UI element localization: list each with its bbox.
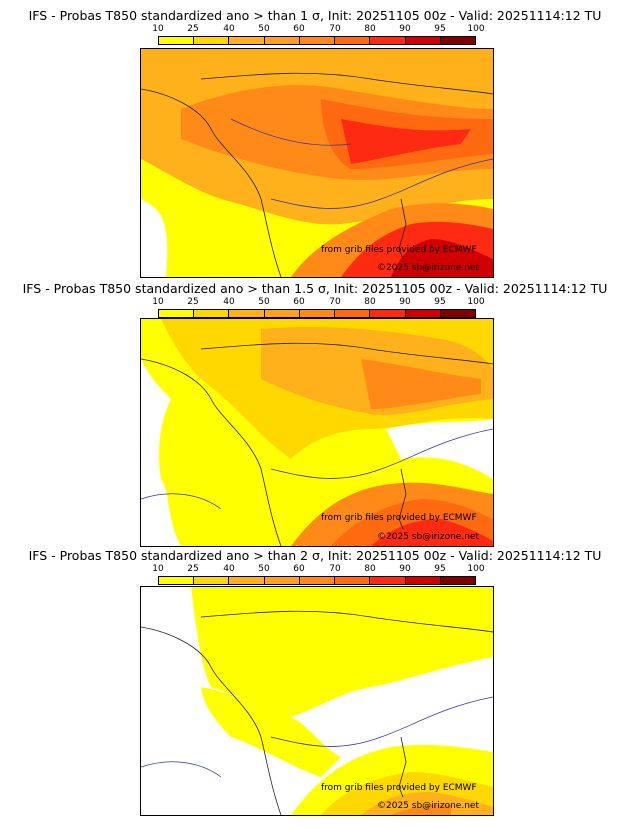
colorbar-segment bbox=[370, 37, 406, 44]
colorbar-tick: 50 bbox=[258, 564, 270, 574]
panel-title: IFS - Probas T850 standardized ano > tha… bbox=[28, 548, 602, 563]
colorbar-segment bbox=[299, 577, 336, 584]
colorbar-segment bbox=[264, 37, 300, 44]
colorbar-segment bbox=[264, 577, 300, 584]
colorbar-tick: 100 bbox=[467, 297, 485, 307]
credit-line: from grib files provided by ECMWF bbox=[321, 245, 477, 255]
colorbar-tick: 90 bbox=[399, 24, 411, 34]
credit-line: ©2025 sb@irizone.net bbox=[377, 801, 479, 811]
colorbar-tick: 60 bbox=[293, 564, 305, 574]
colorbar-tick: 10 bbox=[152, 564, 164, 574]
panel-1: IFS - Probas T850 standardized ano > tha… bbox=[0, 8, 630, 278]
colorbar-labels: 10 25 40 50 60 70 80 90 95 100 bbox=[0, 564, 630, 576]
colorbar-segment bbox=[440, 577, 475, 584]
colorbar-tick: 80 bbox=[364, 297, 376, 307]
credit-line: ©2025 sb@irizone.net bbox=[377, 263, 479, 273]
colorbar-tick: 10 bbox=[152, 24, 164, 34]
colorbar-tick: 90 bbox=[399, 564, 411, 574]
colorbar-segment bbox=[194, 577, 230, 584]
colorbar-tick: 70 bbox=[329, 564, 341, 574]
colorbar-tick: 95 bbox=[434, 564, 446, 574]
colorbar-segment bbox=[440, 310, 475, 317]
colorbar-segment bbox=[370, 577, 406, 584]
colorbar-tick: 80 bbox=[364, 24, 376, 34]
probability-map: from grib files provided by ECMWF ©2025 … bbox=[140, 586, 494, 816]
colorbar-segment bbox=[405, 37, 441, 44]
credit-line: ©2025 sb@irizone.net bbox=[377, 532, 479, 542]
colorbar-segment bbox=[194, 37, 230, 44]
colorbar-segment bbox=[229, 37, 265, 44]
colorbar-segment bbox=[299, 310, 336, 317]
colorbar-tick: 90 bbox=[399, 297, 411, 307]
map-graphic bbox=[141, 319, 493, 546]
colorbar-segment bbox=[194, 310, 230, 317]
colorbar-tick: 95 bbox=[434, 24, 446, 34]
credit-line: from grib files provided by ECMWF bbox=[321, 513, 477, 523]
colorbar-segment bbox=[159, 577, 195, 584]
colorbar-segment bbox=[440, 37, 475, 44]
panel-title: IFS - Probas T850 standardized ano > tha… bbox=[22, 281, 608, 296]
colorbar-tick: 60 bbox=[293, 297, 305, 307]
colorbar-tick: 25 bbox=[187, 564, 199, 574]
colorbar-segment bbox=[229, 577, 265, 584]
colorbar-segment bbox=[159, 310, 195, 317]
colorbar-tick: 60 bbox=[293, 24, 305, 34]
panel-3: IFS - Probas T850 standardized ano > tha… bbox=[0, 548, 630, 818]
map-graphic bbox=[141, 49, 493, 277]
colorbar-segment bbox=[405, 310, 441, 317]
probability-map: from grib files provided by ECMWF ©2025 … bbox=[140, 48, 494, 278]
colorbar-segment bbox=[335, 577, 371, 584]
colorbar bbox=[158, 309, 476, 318]
colorbar-segment bbox=[335, 37, 371, 44]
colorbar-labels: 10 25 40 50 60 70 80 90 95 100 bbox=[0, 24, 630, 36]
colorbar-segment bbox=[335, 310, 371, 317]
panel-title: IFS - Probas T850 standardized ano > tha… bbox=[28, 8, 602, 23]
colorbar-tick: 25 bbox=[187, 297, 199, 307]
colorbar-segment bbox=[229, 310, 265, 317]
colorbar-segment bbox=[264, 310, 300, 317]
colorbar-tick: 10 bbox=[152, 297, 164, 307]
map-graphic bbox=[141, 587, 493, 815]
credit-line: from grib files provided by ECMWF bbox=[321, 783, 477, 793]
colorbar-segment bbox=[370, 310, 406, 317]
colorbar bbox=[158, 576, 476, 585]
probability-map: from grib files provided by ECMWF ©2025 … bbox=[140, 318, 494, 547]
colorbar-tick: 95 bbox=[434, 297, 446, 307]
colorbar-tick: 70 bbox=[329, 24, 341, 34]
colorbar-tick: 80 bbox=[364, 564, 376, 574]
panel-2: IFS - Probas T850 standardized ano > tha… bbox=[0, 281, 630, 547]
colorbar-tick: 100 bbox=[467, 24, 485, 34]
colorbar-tick: 40 bbox=[223, 564, 235, 574]
colorbar-tick: 25 bbox=[187, 24, 199, 34]
colorbar-tick: 70 bbox=[329, 297, 341, 307]
colorbar-tick: 40 bbox=[223, 24, 235, 34]
colorbar-tick: 100 bbox=[467, 564, 485, 574]
colorbar-segment bbox=[159, 37, 195, 44]
colorbar-tick: 50 bbox=[258, 24, 270, 34]
colorbar-segment bbox=[299, 37, 336, 44]
colorbar bbox=[158, 36, 476, 45]
colorbar-segment bbox=[405, 577, 441, 584]
colorbar-labels: 10 25 40 50 60 70 80 90 95 100 bbox=[0, 297, 630, 309]
colorbar-tick: 50 bbox=[258, 297, 270, 307]
colorbar-tick: 40 bbox=[223, 297, 235, 307]
